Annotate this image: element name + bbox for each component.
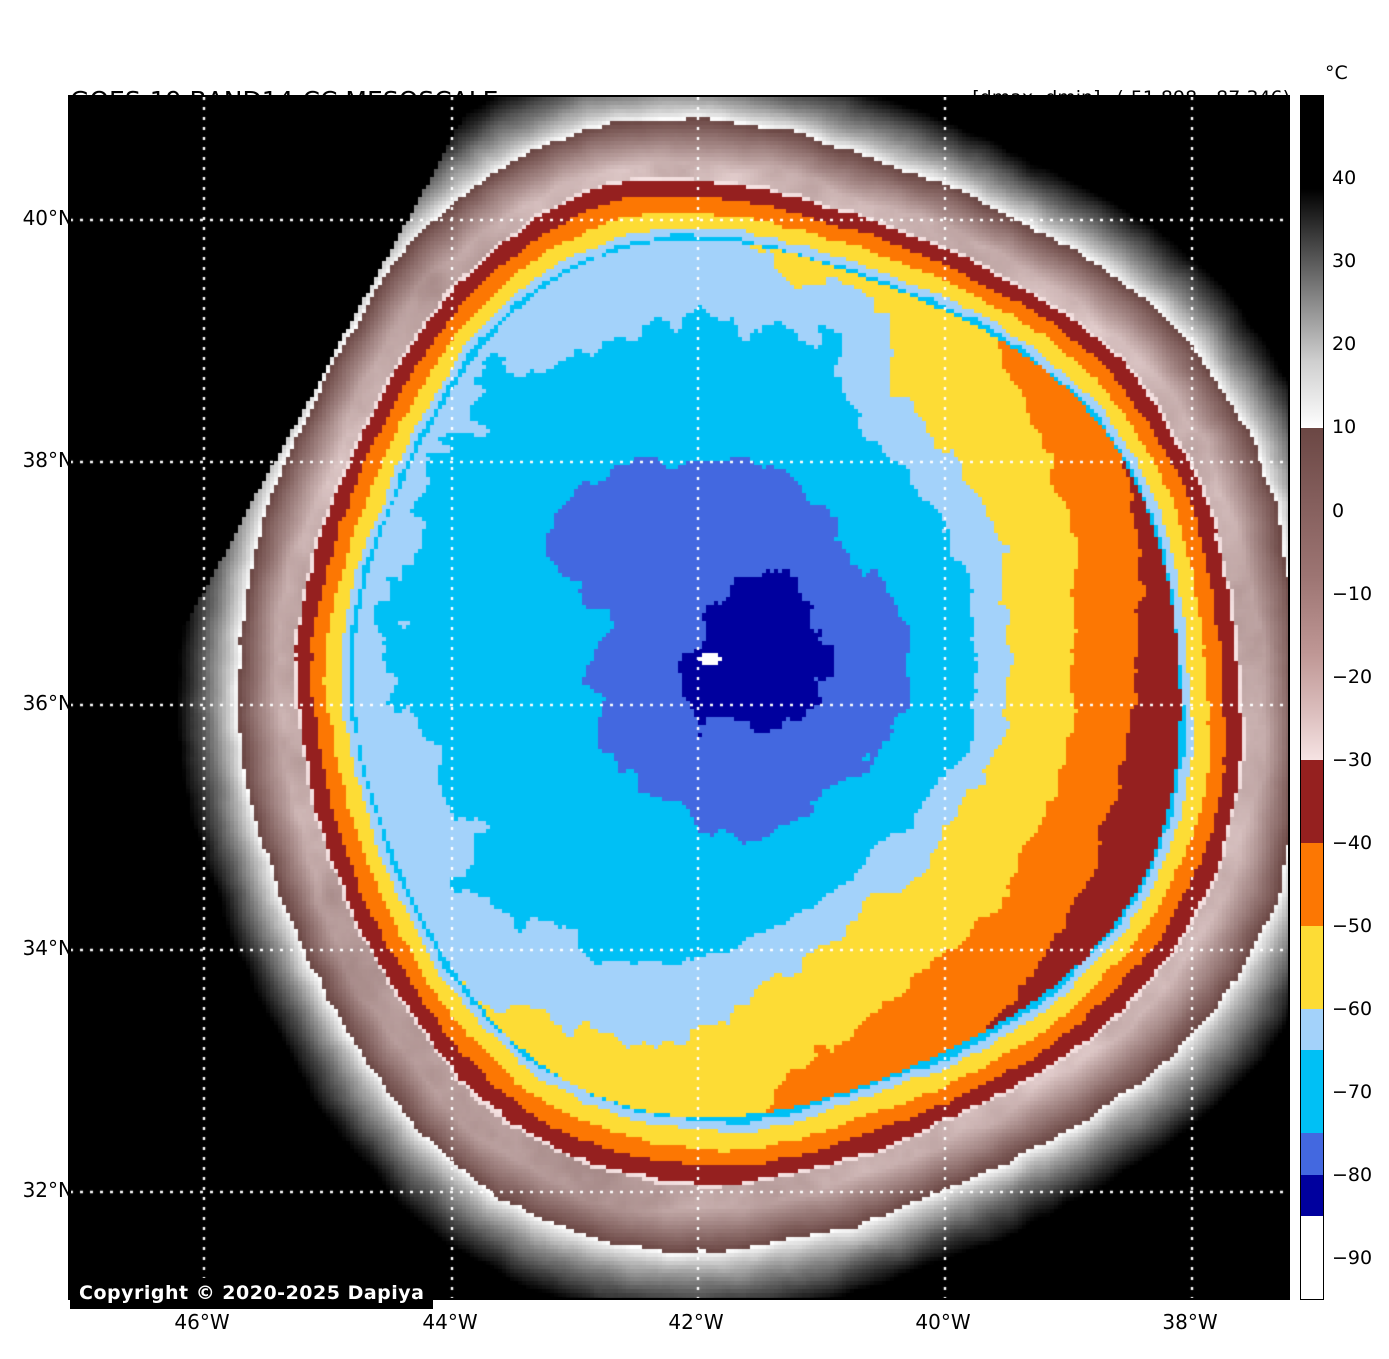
lat-tick-label: 36°N xyxy=(22,691,73,715)
colorbar-tick-label: 40 xyxy=(1332,167,1357,190)
colorbar-tick-label: −10 xyxy=(1332,582,1373,605)
lat-tick-label: 34°N xyxy=(22,936,73,960)
satellite-imagery-canvas[interactable] xyxy=(70,97,1288,1298)
lat-tick-label: 38°N xyxy=(22,448,73,472)
copyright-watermark: Copyright © 2020-2025 Dapiya xyxy=(70,1278,434,1309)
colorbar-band-dark-red xyxy=(1301,759,1323,843)
colorbar-grayscale-segment xyxy=(1301,96,1323,428)
lon-tick-label: 46°W xyxy=(174,1310,230,1334)
colorbar-tick-label: 10 xyxy=(1332,416,1357,439)
colorbar-band-yellow xyxy=(1301,925,1323,1009)
colorbar-tick-label: −40 xyxy=(1332,831,1373,854)
colorbar-band-light-blue xyxy=(1301,1008,1323,1051)
colorbar-tick-label: −50 xyxy=(1332,915,1373,938)
satellite-image-plot[interactable] xyxy=(68,95,1290,1300)
colorbar-band-orange xyxy=(1301,842,1323,926)
colorbar-band-cyan xyxy=(1301,1050,1323,1134)
colorbar-band-white xyxy=(1301,1216,1323,1299)
colorbar-tick-label: −80 xyxy=(1332,1164,1373,1187)
lon-tick-label: 40°W xyxy=(915,1310,971,1334)
lon-tick-label: 44°W xyxy=(422,1310,478,1334)
colorbar-tick-label: −90 xyxy=(1332,1247,1373,1270)
colorbar-tick-label: −60 xyxy=(1332,998,1373,1021)
colorbar-tick-label: −20 xyxy=(1332,665,1373,688)
lon-tick-label: 42°W xyxy=(668,1310,724,1334)
colorbar-brown-segment xyxy=(1301,427,1323,760)
colorbar-tick-label: −30 xyxy=(1332,748,1373,771)
colorbar-band-navy xyxy=(1301,1174,1323,1217)
lat-tick-label: 32°N xyxy=(22,1178,73,1202)
temperature-colorbar[interactable] xyxy=(1300,95,1324,1300)
colorbar-gradient xyxy=(1301,96,1323,1299)
lon-tick-label: 38°W xyxy=(1162,1310,1218,1334)
colorbar-tick-label: 0 xyxy=(1332,499,1345,522)
colorbar-tick-label: 20 xyxy=(1332,333,1357,356)
colorbar-tick-label: −70 xyxy=(1332,1081,1373,1104)
colorbar-tick-label: 30 xyxy=(1332,250,1357,273)
colorbar-unit-label: °C xyxy=(1325,62,1348,84)
lat-tick-label: 40°N xyxy=(22,206,73,230)
colorbar-band-royal-blue xyxy=(1301,1133,1323,1175)
